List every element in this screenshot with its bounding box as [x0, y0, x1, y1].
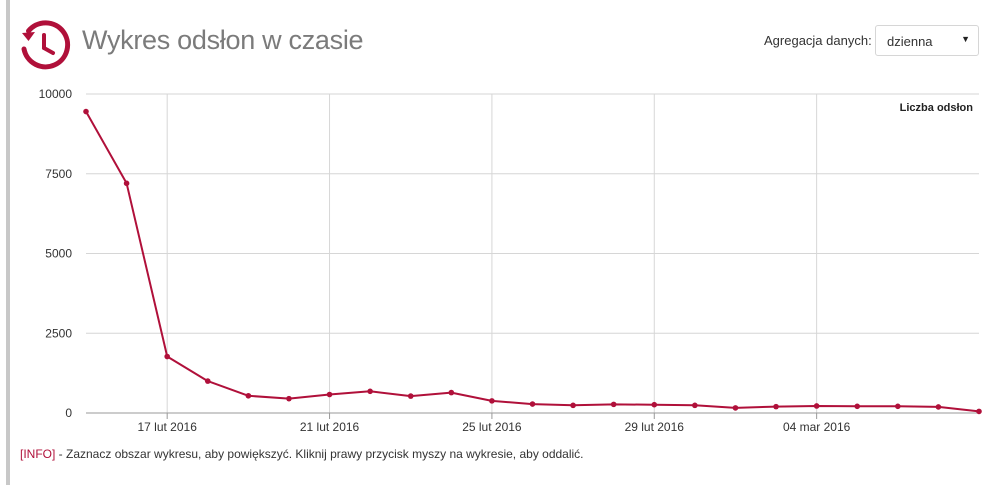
data-point [895, 403, 901, 410]
data-point [773, 403, 779, 410]
data-point [570, 402, 576, 409]
page-title: Wykres odsłon w czasie [82, 25, 364, 55]
x-tick-label: 21 lut 2016 [300, 420, 360, 434]
x-tick-label: 29 lut 2016 [625, 420, 685, 434]
x-tick-label: 25 lut 2016 [462, 420, 522, 434]
x-tick-label: 17 lut 2016 [137, 420, 197, 434]
data-point [976, 408, 982, 415]
data-point [286, 395, 292, 402]
data-point [245, 392, 252, 399]
data-point [367, 388, 373, 395]
data-point [489, 398, 495, 404]
data-point [854, 403, 861, 410]
y-tick-label: 2500 [45, 326, 72, 340]
x-tick-label: 04 mar 2016 [783, 420, 851, 434]
data-point [529, 401, 536, 407]
data-point [204, 378, 211, 384]
data-point [732, 405, 739, 411]
caret-down-icon: ▼ [961, 34, 970, 44]
info-text: - Zaznacz obszar wykresu, aby powiększyć… [55, 447, 584, 461]
y-tick-label: 5000 [45, 247, 72, 261]
data-point [692, 402, 698, 409]
pageviews-chart[interactable]: 0 2500 5000 7500 10000 17 lut 2016 21 lut 2016… [0, 0, 991, 440]
history-clock-icon [21, 20, 71, 70]
y-tick-label: 7500 [45, 167, 72, 181]
data-point [326, 391, 333, 398]
data-point [407, 393, 414, 399]
data-point [123, 180, 130, 187]
y-tick-label: 10000 [39, 87, 73, 101]
left-accent-bar [6, 0, 10, 485]
aggregation-select-value: dzienna [887, 34, 933, 49]
info-tag: [INFO] [20, 447, 56, 461]
data-point [651, 401, 658, 408]
data-point [164, 353, 170, 360]
data-point [83, 108, 89, 115]
y-tick-label: 0 [65, 406, 72, 420]
aggregation-select[interactable]: dzienna ▼ [875, 25, 979, 56]
data-point [935, 404, 942, 410]
chart-legend: Liczba odsłon [900, 102, 974, 114]
aggregation-label: Agregacja danych: [764, 33, 872, 48]
info-hint: [INFO] - Zaznacz obszar wykresu, aby pow… [20, 447, 584, 461]
data-point [448, 389, 455, 396]
data-point [813, 403, 820, 409]
data-point [610, 401, 617, 408]
series-line [85, 111, 980, 413]
